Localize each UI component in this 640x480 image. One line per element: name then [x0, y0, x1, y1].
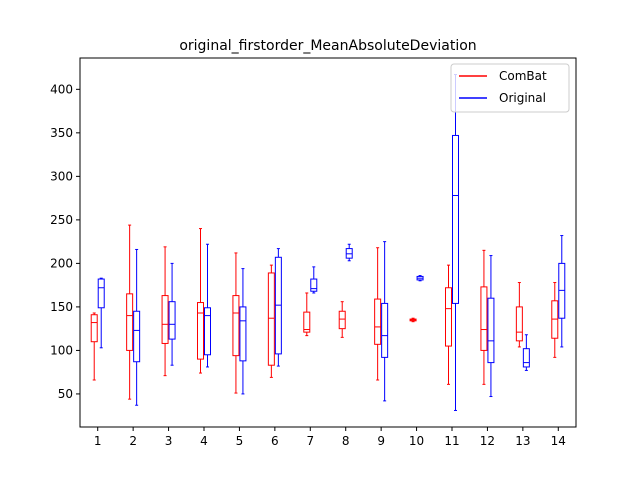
box-combat-14	[551, 282, 559, 358]
box-combat-13	[515, 282, 523, 348]
box-iqr	[197, 302, 204, 360]
box-original-4	[204, 243, 211, 368]
x-tick-label: 11	[444, 434, 459, 448]
x-tick-label: 12	[480, 434, 495, 448]
box-iqr	[452, 134, 459, 304]
box-original-12	[487, 255, 495, 398]
box-iqr	[232, 295, 240, 357]
legend: ComBat Original	[450, 63, 570, 113]
y-tick-label: 50	[58, 387, 73, 401]
box-iqr	[487, 297, 495, 364]
box-iqr	[239, 306, 247, 362]
box-original-7	[310, 266, 318, 294]
y-tick-label: 300	[50, 169, 73, 183]
x-tick-label: 13	[515, 434, 530, 448]
series-original-boxes	[97, 74, 566, 411]
x-tick-label: 3	[165, 434, 173, 448]
box-original-14	[558, 235, 566, 348]
y-tick-label: 350	[50, 126, 73, 140]
series-combat-boxes	[90, 224, 559, 400]
box-combat-7	[303, 292, 311, 337]
plot-frame	[79, 57, 577, 428]
x-tick-label: 5	[236, 434, 244, 448]
box-plot-layer	[90, 74, 566, 411]
box-iqr	[126, 293, 134, 351]
x-tick-label: 14	[551, 434, 566, 448]
x-axis-ticks: 1 2 3 4 5 6 7 8 9 10 11 12 13 14	[94, 427, 566, 448]
y-tick-label: 400	[50, 82, 73, 96]
box-iqr	[338, 310, 346, 330]
box-combat-4	[197, 228, 204, 374]
box-iqr	[445, 287, 452, 347]
box-original-3	[168, 262, 176, 366]
legend-label-combat: ComBat	[499, 69, 547, 83]
box-iqr	[522, 348, 530, 368]
box-combat-10	[409, 317, 417, 323]
box-combat-9	[374, 247, 382, 381]
box-combat-3	[161, 246, 169, 377]
x-tick-label: 4	[200, 434, 208, 448]
x-tick-label: 1	[94, 434, 102, 448]
box-iqr	[303, 311, 311, 333]
box-original-6	[274, 248, 282, 367]
box-original-9	[381, 241, 389, 402]
box-iqr	[90, 314, 98, 343]
y-tick-label: 100	[50, 343, 73, 357]
box-combat-8	[338, 301, 346, 338]
box-iqr	[381, 302, 389, 358]
x-tick-label: 2	[129, 434, 137, 448]
y-tick-label: 150	[50, 300, 73, 314]
box-original-10	[416, 275, 424, 282]
box-combat-6	[267, 264, 275, 378]
box-combat-12	[480, 249, 488, 385]
box-iqr	[204, 307, 211, 356]
box-combat-1	[90, 312, 98, 381]
box-iqr	[267, 272, 275, 366]
box-original-5	[239, 268, 247, 395]
x-tick-label: 10	[409, 434, 424, 448]
box-iqr	[133, 310, 141, 363]
box-iqr	[161, 295, 169, 344]
x-tick-label: 6	[271, 434, 279, 448]
x-tick-label: 9	[377, 434, 385, 448]
box-original-1	[97, 277, 105, 349]
box-combat-11	[445, 264, 452, 385]
box-original-13	[522, 334, 530, 371]
x-tick-label: 8	[342, 434, 350, 448]
box-combat-2	[126, 224, 134, 400]
x-tick-label: 7	[306, 434, 314, 448]
box-combat-5	[232, 252, 240, 394]
chart-title: original_firstorder_MeanAbsoluteDeviatio…	[179, 38, 476, 54]
box-original-8	[345, 243, 353, 262]
box-iqr	[97, 278, 105, 309]
box-iqr	[168, 301, 176, 340]
box-iqr	[374, 298, 382, 345]
box-iqr	[480, 286, 488, 351]
box-iqr	[310, 278, 318, 292]
legend-label-original: Original	[499, 91, 546, 105]
y-tick-label: 250	[50, 213, 73, 227]
y-axis-ticks: 50 100 150 200 250 300 350 400	[50, 82, 80, 401]
box-iqr	[515, 306, 523, 342]
y-tick-label: 200	[50, 256, 73, 270]
box-original-2	[133, 248, 141, 406]
